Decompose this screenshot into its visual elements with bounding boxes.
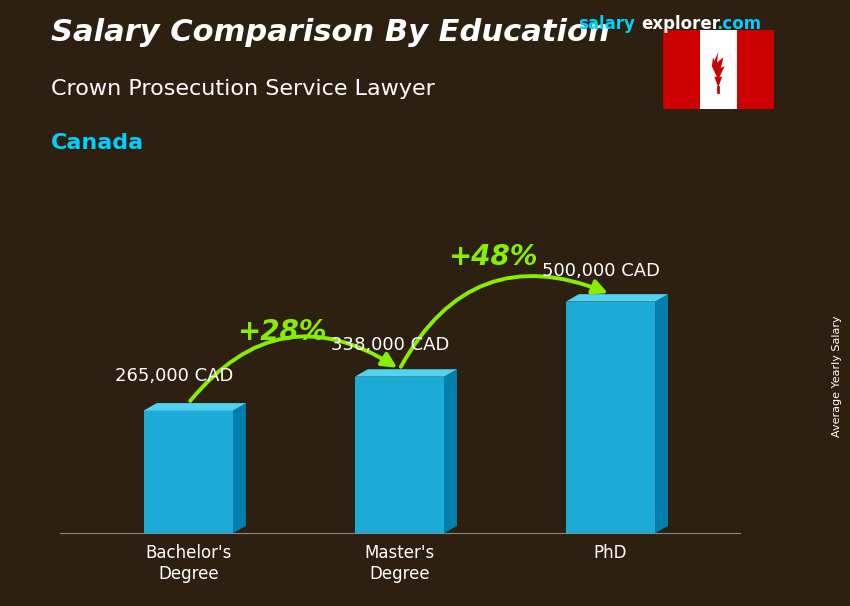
Polygon shape — [355, 369, 457, 377]
Text: 338,000 CAD: 338,000 CAD — [331, 336, 450, 354]
Polygon shape — [566, 302, 655, 533]
Text: Salary Comparison By Education: Salary Comparison By Education — [51, 18, 609, 47]
Text: .com: .com — [717, 15, 762, 33]
Polygon shape — [711, 52, 725, 87]
Bar — [663, 30, 700, 109]
Text: +28%: +28% — [237, 318, 327, 346]
Text: +48%: +48% — [449, 243, 538, 271]
Text: salary: salary — [578, 15, 635, 33]
Text: explorer: explorer — [642, 15, 721, 33]
Polygon shape — [444, 369, 457, 533]
Text: 500,000 CAD: 500,000 CAD — [542, 262, 660, 280]
FancyArrowPatch shape — [190, 336, 394, 401]
Text: Average Yearly Salary: Average Yearly Salary — [832, 315, 842, 436]
Polygon shape — [655, 294, 668, 533]
Polygon shape — [355, 377, 444, 533]
Text: Crown Prosecution Service Lawyer: Crown Prosecution Service Lawyer — [51, 79, 435, 99]
Polygon shape — [566, 294, 668, 302]
Polygon shape — [144, 410, 233, 533]
Text: 265,000 CAD: 265,000 CAD — [116, 367, 234, 385]
Polygon shape — [233, 403, 246, 533]
Bar — [737, 30, 774, 109]
Text: Canada: Canada — [51, 133, 144, 153]
FancyArrowPatch shape — [401, 276, 604, 367]
Polygon shape — [144, 403, 246, 410]
Bar — [700, 30, 737, 109]
